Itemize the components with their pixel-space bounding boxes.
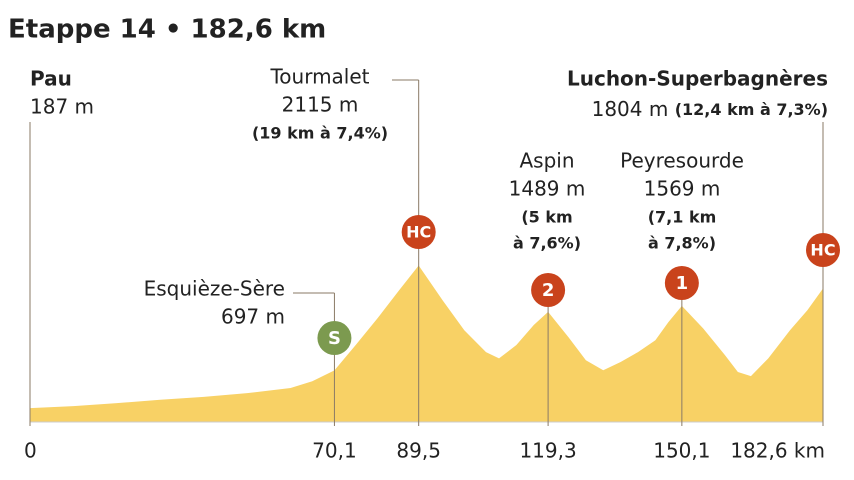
finish-name: Luchon-Superbagnères (567, 67, 828, 91)
finish-info: 1804 m (12,4 km à 7,3%) (592, 97, 828, 121)
badge-label: HC (810, 241, 835, 260)
x-tick-label: 150,1 (653, 439, 710, 463)
x-tick-label: 119,3 (519, 439, 576, 463)
badge-label: HC (406, 223, 431, 242)
climb-detail: (7,1 km (648, 208, 717, 227)
climb-badge (401, 215, 436, 249)
start-elevation: 187 m (30, 95, 94, 119)
climb-name: Tourmalet (269, 65, 369, 89)
x-tick-label: 70,1 (312, 439, 357, 463)
badge-label: 1 (676, 273, 689, 294)
climb-badge (664, 266, 699, 300)
climb-badge (317, 321, 352, 355)
climb-elevation: 697 m (221, 305, 285, 329)
badge-label: S (328, 328, 341, 349)
x-tick-label: 182,6 km (730, 439, 825, 463)
climb-elevation: 1489 m (509, 177, 586, 201)
climb-detail: (5 km (521, 208, 572, 227)
x-tick-label: 89,5 (396, 439, 441, 463)
climb-name: Esquièze-Sère (144, 277, 285, 301)
profile-area (30, 265, 823, 422)
start-name: Pau (30, 67, 72, 91)
chart-title: Etappe 14 • 182,6 km (8, 15, 326, 45)
climb-detail: (19 km à 7,4%) (252, 124, 388, 143)
climb-badge (531, 273, 566, 307)
climb-name: Aspin (519, 149, 574, 173)
climb-elevation: 1569 m (644, 177, 721, 201)
badge-label: 2 (542, 280, 555, 301)
finish-elevation: 1804 m (592, 97, 669, 121)
x-tick-label: 0 (24, 439, 37, 463)
climb-badge (806, 233, 840, 267)
climb-detail: à 7,8%) (648, 234, 716, 253)
finish-detail: (12,4 km à 7,3%) (675, 100, 828, 119)
climb-detail: à 7,6%) (513, 234, 581, 253)
climb-name: Peyresourde (620, 149, 744, 173)
climb-elevation: 2115 m (282, 93, 359, 117)
